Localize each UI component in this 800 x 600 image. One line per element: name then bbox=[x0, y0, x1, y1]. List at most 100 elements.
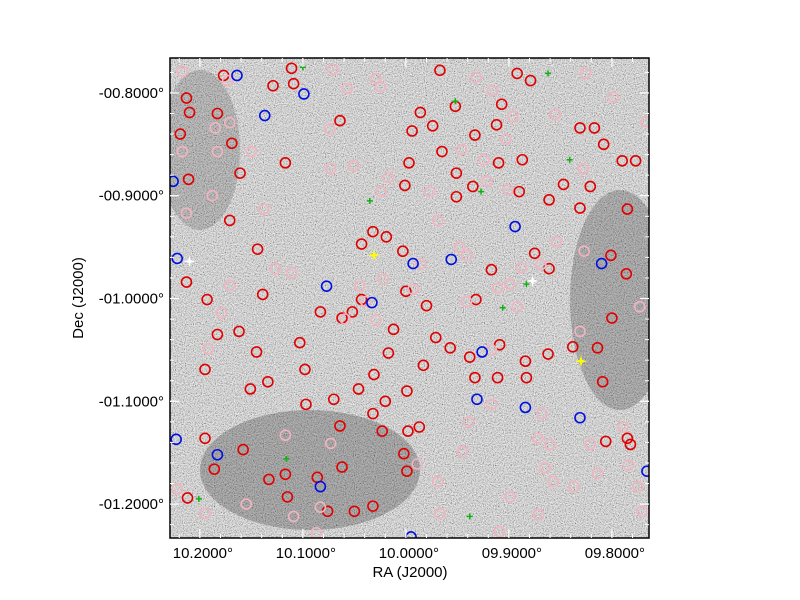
red-circle-marker bbox=[367, 407, 379, 420]
pink-circle-marker bbox=[631, 480, 644, 493]
pink-circle-marker bbox=[549, 108, 562, 121]
red-circle-marker bbox=[327, 393, 340, 406]
x-tick-label: 10.1000° bbox=[276, 545, 336, 562]
pink-circle-marker bbox=[633, 300, 646, 313]
x-axis-label: RA (J2000) bbox=[372, 564, 447, 581]
pink-circle-marker bbox=[240, 498, 253, 510]
blue-circle-marker bbox=[509, 220, 521, 233]
red-circle-marker bbox=[299, 363, 311, 376]
pink-circle-marker bbox=[202, 343, 214, 355]
red-circle-marker bbox=[624, 438, 637, 451]
red-circle-marker bbox=[492, 157, 505, 169]
green-cross-marker bbox=[283, 455, 290, 462]
red-circle-marker bbox=[348, 505, 361, 518]
pink-circle-marker bbox=[491, 282, 504, 295]
red-circle-marker bbox=[620, 268, 633, 280]
red-circle-marker bbox=[251, 243, 264, 255]
red-circle-marker bbox=[237, 443, 249, 456]
red-circle-marker bbox=[463, 351, 476, 363]
red-circle-marker bbox=[420, 299, 433, 312]
red-circle-marker bbox=[621, 432, 634, 445]
red-circle-marker bbox=[180, 276, 193, 288]
blue-circle-marker bbox=[471, 393, 483, 406]
pink-circle-marker bbox=[535, 258, 547, 271]
pink-circle-marker bbox=[544, 438, 556, 451]
pink-circle-marker bbox=[377, 273, 390, 285]
dark-patch bbox=[200, 410, 420, 530]
red-circle-marker bbox=[400, 285, 412, 298]
pink-circle-marker bbox=[532, 508, 545, 521]
pink-circle-marker bbox=[223, 116, 236, 129]
red-circle-marker bbox=[436, 145, 448, 158]
pink-circle-marker bbox=[324, 163, 337, 175]
red-circle-marker bbox=[379, 395, 392, 408]
red-circle-marker bbox=[234, 167, 246, 179]
pink-circle-marker bbox=[314, 501, 327, 513]
pink-circle-marker bbox=[617, 421, 630, 433]
red-circle-marker bbox=[355, 238, 368, 250]
green-cross-marker bbox=[466, 513, 473, 520]
red-circle-marker bbox=[226, 137, 238, 150]
red-circle-marker bbox=[181, 492, 194, 504]
red-circle-marker bbox=[300, 398, 312, 411]
red-circle-marker bbox=[511, 67, 523, 80]
red-circle-marker bbox=[557, 178, 570, 191]
red-circle-marker bbox=[397, 245, 409, 258]
red-circle-marker bbox=[281, 491, 294, 503]
yellow-star-marker bbox=[575, 355, 587, 368]
green-cross-marker bbox=[195, 495, 202, 502]
red-circle-marker bbox=[495, 98, 508, 111]
blue-circle-marker bbox=[595, 257, 608, 270]
blue-circle-marker bbox=[366, 296, 378, 309]
pink-circle-marker bbox=[579, 67, 591, 80]
red-circle-marker bbox=[368, 368, 380, 381]
pink-circle-marker bbox=[456, 445, 469, 458]
red-circle-marker bbox=[279, 468, 292, 481]
red-circle-marker bbox=[413, 421, 426, 433]
pink-circle-marker bbox=[285, 267, 298, 279]
blue-circle-marker bbox=[211, 448, 224, 461]
red-circle-marker bbox=[263, 473, 275, 486]
blue-circle-marker bbox=[574, 411, 586, 424]
blue-circle-marker bbox=[641, 465, 649, 477]
red-circle-marker bbox=[629, 154, 642, 167]
pink-circle-marker bbox=[411, 458, 424, 470]
red-circle-marker bbox=[376, 425, 389, 437]
red-circle-marker bbox=[491, 371, 504, 384]
pink-circle-marker bbox=[622, 459, 635, 471]
red-circle-marker bbox=[469, 371, 481, 384]
red-circle-marker bbox=[334, 420, 346, 432]
green-cross-marker bbox=[366, 197, 373, 204]
pink-circle-marker bbox=[221, 74, 234, 87]
red-circle-marker bbox=[382, 347, 395, 359]
sky-image bbox=[170, 58, 649, 538]
pink-circle-marker bbox=[339, 313, 351, 325]
red-circle-marker bbox=[493, 338, 506, 351]
red-circle-marker bbox=[314, 306, 327, 318]
red-circle-marker bbox=[352, 383, 365, 395]
pink-circle-marker bbox=[536, 407, 548, 420]
pink-circle-marker bbox=[574, 325, 586, 338]
red-circle-marker bbox=[387, 323, 400, 336]
red-circle-marker bbox=[426, 120, 439, 132]
pink-circle-marker bbox=[176, 145, 189, 158]
y-tick-label: -01.1000° bbox=[99, 393, 164, 410]
red-circle-marker bbox=[591, 342, 604, 354]
y-tick-label: -01.2000° bbox=[99, 496, 164, 513]
pink-circle-marker bbox=[577, 163, 589, 175]
pink-circle-marker bbox=[539, 462, 551, 474]
pink-circle-marker bbox=[324, 437, 337, 450]
red-circle-marker bbox=[401, 385, 413, 397]
y-tick-label: -00.9000° bbox=[99, 188, 164, 205]
red-circle-marker bbox=[528, 247, 541, 260]
red-circle-marker bbox=[542, 348, 554, 360]
pink-circle-marker bbox=[359, 295, 372, 308]
pink-circle-marker bbox=[434, 507, 446, 520]
pink-circle-marker bbox=[462, 416, 475, 428]
red-circle-marker bbox=[485, 263, 498, 276]
pink-circle-marker bbox=[375, 185, 387, 198]
red-circle-marker bbox=[584, 180, 597, 193]
red-circle-marker bbox=[208, 463, 221, 475]
red-circle-marker bbox=[434, 64, 446, 77]
red-circle-marker bbox=[606, 312, 618, 324]
